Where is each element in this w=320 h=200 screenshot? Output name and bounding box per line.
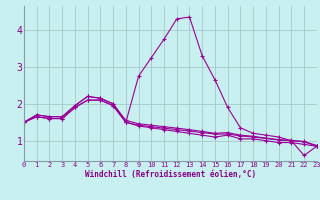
X-axis label: Windchill (Refroidissement éolien,°C): Windchill (Refroidissement éolien,°C): [85, 170, 256, 179]
